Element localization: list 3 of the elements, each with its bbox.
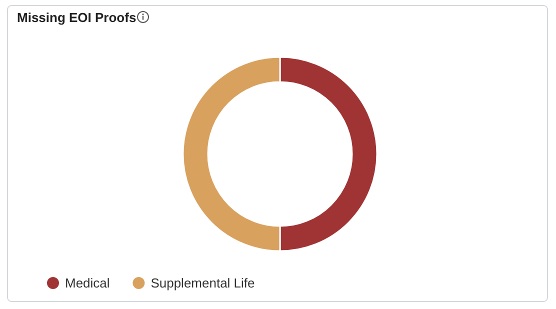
legend-label: Medical [65, 276, 110, 290]
chart-title: Missing EOI Proofs [17, 10, 136, 25]
legend-label: Supplemental Life [150, 276, 255, 290]
